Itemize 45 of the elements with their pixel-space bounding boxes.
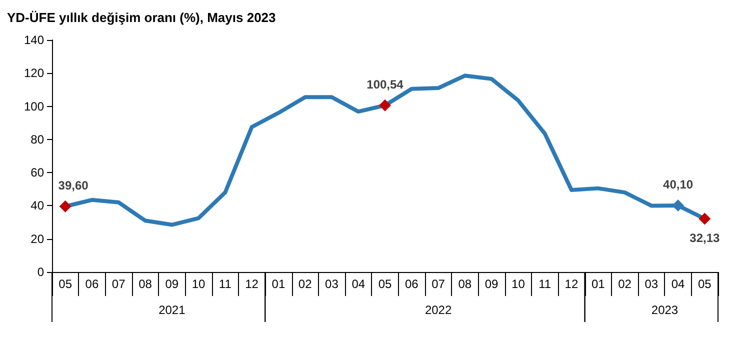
x-tick-label: 11 [218, 277, 232, 291]
x-tick-label: 05 [58, 277, 72, 291]
x-tick-label: 06 [404, 277, 419, 291]
point [698, 212, 711, 225]
data-label: 100,54 [366, 77, 404, 92]
x-tick-label: 12 [245, 277, 259, 291]
x-tick-label: 01 [272, 277, 286, 291]
data-label: 40,10 [663, 178, 694, 192]
x-tick-label: 09 [165, 277, 179, 291]
x-tick-label: 02 [298, 277, 312, 291]
data-label: 39,60 [58, 178, 89, 192]
x-tick-label: 12 [564, 277, 578, 291]
text: 2023 [651, 303, 678, 317]
x-tick-label: 05 [378, 277, 392, 291]
x-tick-label: 07 [112, 277, 126, 291]
y-tick-label: 80 [30, 132, 44, 146]
y-tick-label: 120 [24, 66, 44, 80]
x-tick-label: 10 [192, 277, 206, 291]
x-tick-label: 07 [432, 277, 446, 291]
x-tick-label: 02 [618, 277, 632, 291]
data-label: 32,13 [690, 230, 720, 245]
x-tick-label: 03 [644, 277, 658, 291]
x-tick-label: 01 [591, 277, 606, 291]
y-tick-label: 140 [24, 33, 44, 47]
x-tick-label: 10 [512, 277, 526, 291]
x-tick-label: 03 [325, 277, 339, 291]
text: 2022 [424, 303, 452, 317]
x-tick-label: 04 [352, 277, 366, 291]
x-tick-label: 09 [484, 277, 499, 291]
x-tick-label: 08 [138, 277, 152, 291]
y-tick-label: 40 [30, 198, 44, 213]
y-tick-label: 60 [30, 166, 44, 180]
x-tick-label: 05 [698, 277, 712, 291]
text: 2021 [158, 303, 186, 317]
y-tick-label: 0 [37, 265, 44, 279]
x-tick-label: 11 [538, 277, 552, 291]
chart-title: YD-ÜFE yıllık değişim oranı (%), Mayıs 2023 [7, 10, 276, 25]
point [59, 200, 72, 212]
point [672, 200, 684, 212]
x-tick-label: 04 [671, 277, 686, 291]
y-tick-label: 100 [24, 99, 44, 114]
x-tick-label: 06 [85, 277, 99, 291]
point [379, 99, 391, 112]
y-tick-label: 20 [30, 232, 44, 246]
x-tick-label: 08 [458, 277, 472, 291]
